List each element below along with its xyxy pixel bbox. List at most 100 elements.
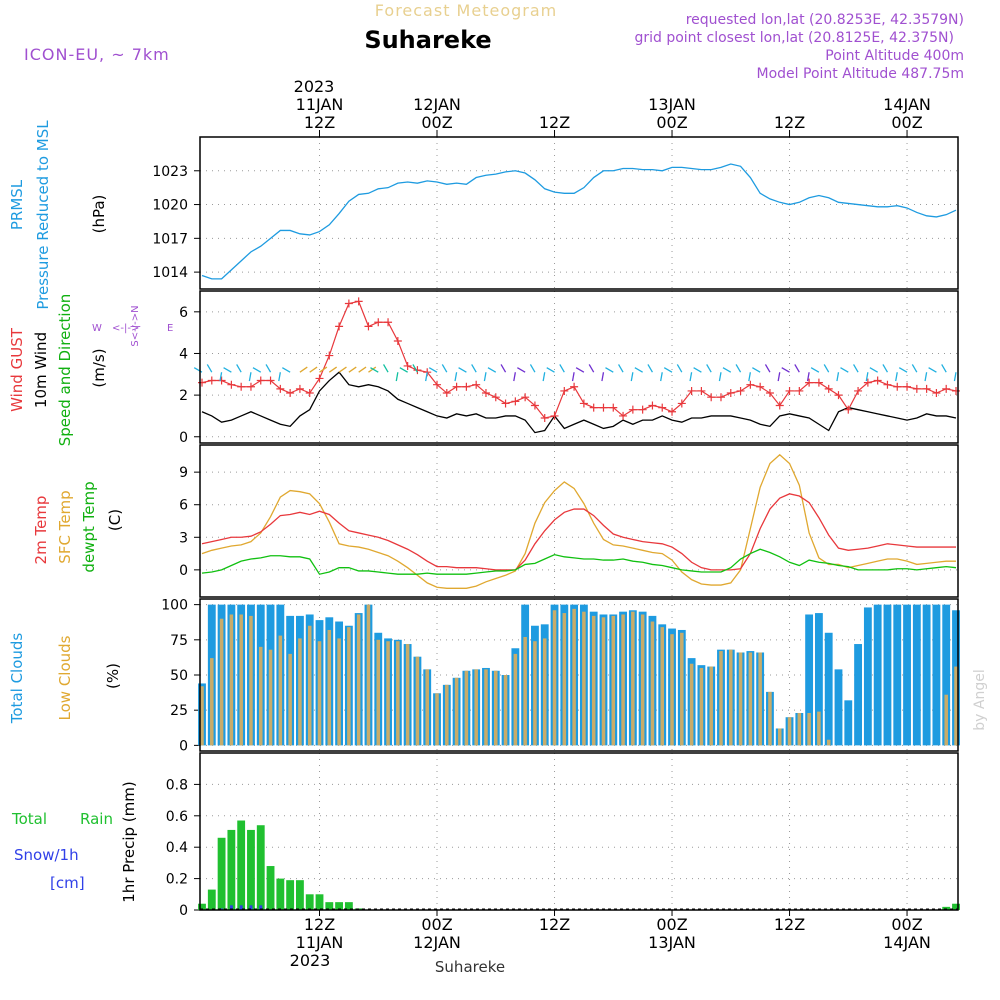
low-cloud-bar bbox=[484, 669, 488, 746]
low-cloud-bar bbox=[435, 693, 439, 746]
low-cloud-bar bbox=[640, 614, 645, 746]
low-cloud-bar bbox=[719, 651, 723, 746]
gust-marker bbox=[237, 382, 246, 391]
temp-ytick-label: 0 bbox=[179, 563, 188, 579]
gust-marker bbox=[315, 374, 324, 383]
rain-bar bbox=[942, 906, 951, 910]
wind-direction-arrow bbox=[764, 364, 771, 373]
low-cloud-bar bbox=[454, 677, 459, 746]
snow-bar bbox=[229, 905, 233, 910]
wind-direction-arrow bbox=[223, 367, 232, 373]
sfc-temp-label: SFC Temp bbox=[56, 490, 74, 563]
gust-marker bbox=[834, 391, 843, 400]
gust-marker bbox=[295, 384, 304, 393]
wind-direction-arrow bbox=[542, 372, 546, 382]
total-cloud-bar bbox=[805, 614, 814, 746]
wind-direction-arrow bbox=[454, 372, 458, 382]
total-cloud-bar bbox=[834, 669, 843, 746]
low-cloud-bar bbox=[582, 611, 586, 746]
wind-direction-arrow bbox=[601, 372, 605, 382]
compass-w: W bbox=[92, 323, 102, 334]
gust-marker bbox=[266, 376, 275, 385]
total-cloud-bar bbox=[854, 644, 862, 746]
wind-direction-arrow bbox=[676, 364, 683, 373]
low-cloud-bar bbox=[680, 632, 684, 746]
snow-bar bbox=[259, 905, 263, 910]
grid-coords: grid point closest lon,lat (20.8125E, 42… bbox=[634, 30, 954, 46]
wind-direction-arrow bbox=[529, 364, 536, 373]
bottom-axis-date: 13JAN bbox=[648, 933, 696, 952]
rain-bar bbox=[256, 825, 265, 910]
bottom-axis-hour: 00Z bbox=[656, 915, 687, 934]
wind-direction-arrow bbox=[513, 372, 516, 382]
snow-label: Snow/1h bbox=[14, 846, 79, 864]
wind-direction-arrow bbox=[278, 372, 281, 382]
low-cloud-bar bbox=[689, 663, 694, 746]
gust-marker bbox=[775, 401, 784, 410]
wind-direction-arrow bbox=[248, 372, 252, 382]
wind-direction-arrow bbox=[236, 364, 242, 373]
low-cloud-bar bbox=[366, 604, 371, 746]
model-label: ICON-EU, ~ 7km bbox=[24, 45, 170, 64]
low-cloud-bar bbox=[533, 641, 537, 746]
gust-marker bbox=[335, 322, 344, 331]
gust-marker bbox=[452, 382, 461, 391]
precip-unit: 1hr Precip (mm) bbox=[120, 781, 138, 902]
low-cloud-bar bbox=[503, 675, 508, 746]
bottom-axis-hour: 00Z bbox=[421, 915, 452, 934]
wind-direction-arrow bbox=[441, 364, 448, 373]
bottom-axis-date: 11JAN bbox=[296, 933, 344, 952]
gust-marker bbox=[540, 414, 549, 423]
low-cloud-bar bbox=[376, 639, 381, 746]
rain-bar bbox=[335, 902, 344, 910]
snow-unit-label: [cm] bbox=[50, 874, 85, 892]
pressure-ytick-label: 1023 bbox=[152, 164, 188, 180]
rain-bar bbox=[276, 878, 285, 910]
gust-marker bbox=[286, 389, 295, 398]
total-cloud-bar bbox=[922, 604, 931, 746]
gust-marker bbox=[384, 318, 393, 327]
low-cloud-bar bbox=[758, 652, 762, 746]
top-axis-hour: 12Z bbox=[539, 113, 570, 132]
gust-marker bbox=[952, 386, 960, 395]
rain-bar bbox=[325, 902, 334, 910]
pressure-unit: (hPa) bbox=[90, 195, 108, 234]
top-axis-hour: 12Z bbox=[774, 113, 805, 132]
rain-bar bbox=[217, 837, 226, 910]
clouds-ytick-label: 100 bbox=[161, 598, 188, 614]
rain-bar bbox=[315, 894, 324, 910]
wind-direction-arrow bbox=[924, 372, 928, 382]
gust-marker bbox=[198, 378, 206, 387]
gust-marker bbox=[756, 382, 765, 391]
gust-marker bbox=[697, 386, 706, 395]
low-cloud-bar bbox=[621, 614, 625, 746]
gust-marker bbox=[795, 386, 804, 395]
gust-marker bbox=[599, 403, 608, 412]
precip-labels: Total Rain Snow/1h [cm] 1hr Precip (mm) bbox=[11, 781, 138, 902]
gust-marker bbox=[589, 403, 598, 412]
wind-labels: Wind GUST 10m Wind Speed and Direction (… bbox=[8, 294, 173, 447]
gust-marker bbox=[364, 322, 373, 331]
gust-marker bbox=[726, 389, 735, 398]
rain-bar bbox=[344, 902, 353, 910]
clouds-ytick-label: 0 bbox=[179, 738, 188, 754]
low-cloud-bar bbox=[787, 717, 792, 746]
low-cloud-bar bbox=[337, 638, 341, 746]
low-cloud-bar bbox=[494, 670, 498, 746]
gust-marker bbox=[246, 382, 255, 391]
wind-direction-arrow bbox=[500, 364, 507, 373]
low-cloud-bar bbox=[954, 666, 958, 746]
rain-bar bbox=[247, 829, 255, 910]
precip-ytick-label: 0.4 bbox=[166, 840, 188, 856]
wind-direction-arrow bbox=[368, 366, 377, 373]
wind10m-label: 10m Wind bbox=[32, 332, 50, 408]
wind-direction-arrow bbox=[865, 372, 869, 382]
low-cloud-bar bbox=[631, 611, 635, 746]
wind-direction-arrow bbox=[630, 372, 634, 382]
clouds-ytick-label: 50 bbox=[170, 668, 188, 684]
wind-direction-arrow bbox=[282, 367, 291, 373]
gust-marker bbox=[433, 380, 442, 389]
low-cloud-bar bbox=[611, 615, 616, 746]
